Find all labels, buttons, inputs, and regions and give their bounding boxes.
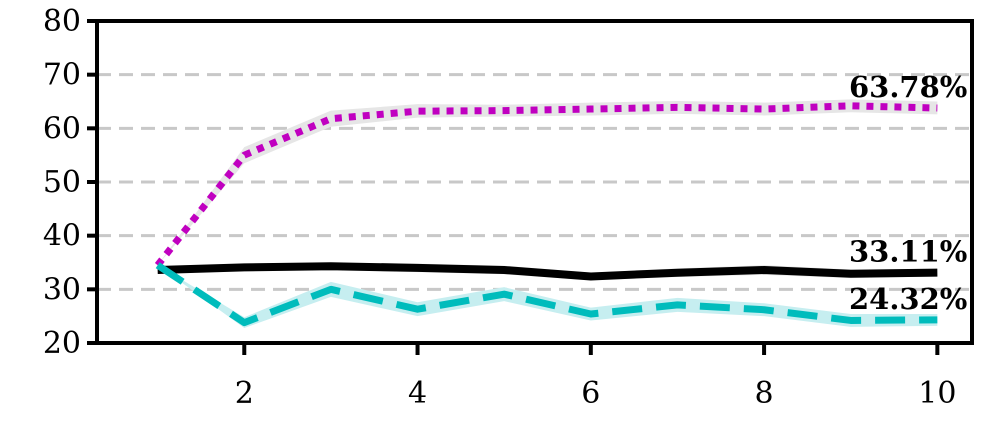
confidence-bands [157, 99, 938, 328]
x-tick-label-4: 4 [408, 376, 427, 411]
y-tick-label-70: 70 [43, 58, 81, 93]
end-label-magenta: 63.78% [849, 70, 967, 104]
series-line-magenta [154, 102, 938, 268]
y-tick-label-50: 50 [43, 165, 81, 200]
end-label-cyan: 24.32% [849, 282, 967, 316]
x-tick-label-8: 8 [755, 376, 774, 411]
y-tick-label-40: 40 [43, 219, 81, 254]
y-tick-label-20: 20 [43, 326, 81, 361]
grid-lines [97, 73, 972, 291]
y-tick-label-80: 80 [43, 4, 81, 39]
series-lines [154, 102, 938, 327]
series-line-black [157, 262, 938, 281]
axes: 20 30 40 50 60 70 80 2 4 6 8 10 [43, 4, 974, 411]
y-tick-label-30: 30 [43, 272, 81, 307]
y-tick-label-60: 60 [43, 111, 81, 146]
x-tick-label-10: 10 [918, 376, 956, 411]
x-tick-label-6: 6 [581, 376, 600, 411]
x-tick-label-2: 2 [235, 376, 254, 411]
band-cyan [157, 265, 938, 328]
end-labels: 63.78% 33.11% 24.32% [849, 70, 967, 316]
end-label-black: 33.11% [849, 235, 967, 269]
series-line-cyan [155, 262, 938, 327]
